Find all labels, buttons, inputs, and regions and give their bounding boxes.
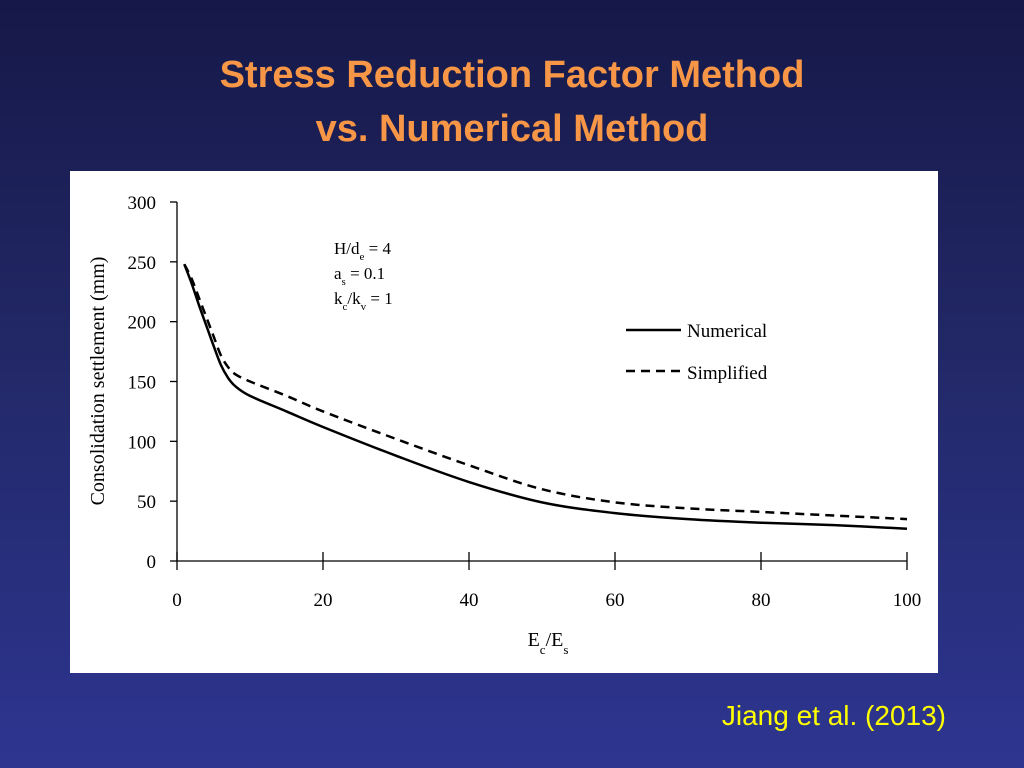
y-tick-label: 250 [128, 253, 157, 274]
chart-panel: 0 20 40 60 80 100 0 50 100 150 200 250 300 Consolida… [70, 171, 938, 673]
series-lines [183, 263, 908, 530]
y-tick-label: 150 [128, 373, 157, 394]
x-tick-label: 100 [893, 590, 922, 611]
x-tick-label: 0 [172, 590, 182, 611]
citation: Jiang et al. (2013) [721, 700, 946, 731]
annotation-line-2: as = 0.1 [334, 264, 385, 288]
x-tick-label: 20 [314, 590, 333, 611]
title-line-1: Stress Reduction Factor Method [219, 54, 805, 96]
y-tick-label: 0 [147, 552, 157, 573]
x-axis-label: Ec/Es [528, 629, 569, 657]
title-line-2: vs. Numerical Method [315, 108, 709, 150]
annotation-line-1: H/de = 4 [334, 239, 391, 263]
chart-legend: Numerical Simplified [626, 321, 768, 384]
y-axis-label: Consolidation settlement (mm) [87, 257, 109, 506]
series-line-simplified [183, 263, 908, 521]
x-tick-label: 80 [752, 590, 771, 611]
y-tick-label: 100 [128, 432, 157, 453]
legend-label-numerical: Numerical [687, 321, 767, 342]
y-tick-label: 200 [128, 313, 157, 334]
settlement-chart: 0 20 40 60 80 100 0 50 100 150 200 250 300 Consolida… [87, 193, 922, 657]
x-tick-label: 60 [606, 590, 625, 611]
annotation-line-3: kc/kv = 1 [334, 289, 393, 313]
x-tick-label: 40 [460, 590, 479, 611]
y-tick-label: 300 [128, 193, 157, 214]
axis-ticks: 0 20 40 60 80 100 0 50 100 150 200 250 300 [128, 193, 922, 611]
legend-label-simplified: Simplified [687, 363, 768, 384]
slide-title: Stress Reduction Factor Method vs. Numer… [0, 48, 1024, 156]
y-tick-label: 50 [137, 492, 156, 513]
parameter-annotation: H/de = 4 as = 0.1 kc/kv = 1 [334, 239, 393, 313]
series-line-numerical [183, 263, 908, 530]
